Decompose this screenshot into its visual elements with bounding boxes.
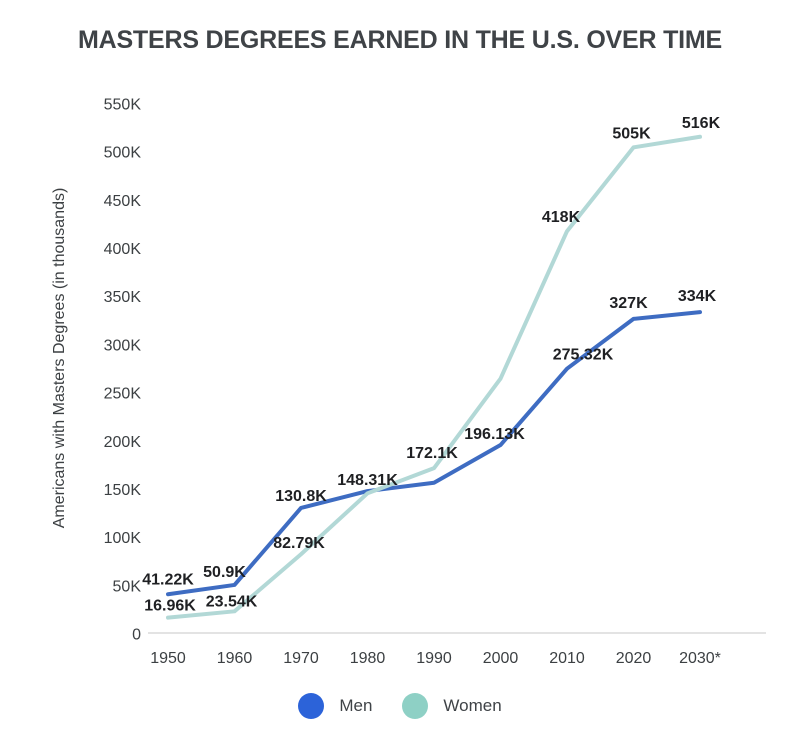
y-tick-label: 450K	[104, 193, 142, 210]
y-tick-label: 300K	[104, 337, 142, 354]
women-data-label: 172.1K	[406, 445, 458, 462]
y-tick-label: 0	[132, 627, 141, 644]
y-tick-label: 550K	[104, 97, 142, 114]
men-data-label: 50.9K	[203, 564, 246, 581]
y-tick-label: 100K	[104, 530, 142, 547]
x-tick-label: 1990	[416, 650, 452, 667]
y-axis-title: Americans with Masters Degrees (in thous…	[51, 188, 68, 529]
chart-legend: Men Women	[0, 693, 800, 719]
y-tick-label: 350K	[104, 289, 142, 306]
x-tick-label: 1970	[283, 650, 319, 667]
men-data-label: 41.22K	[142, 571, 194, 588]
men-data-label: 334K	[678, 288, 717, 305]
men-data-label: 196.13K	[464, 426, 525, 443]
x-tick-label: 1980	[350, 650, 386, 667]
women-data-label: 418K	[542, 209, 581, 226]
x-tick-label: 2020	[616, 650, 652, 667]
y-tick-label: 250K	[104, 386, 142, 403]
x-tick-label: 1960	[217, 650, 253, 667]
x-tick-label: 2000	[483, 650, 519, 667]
y-tick-label: 200K	[104, 434, 142, 451]
y-tick-label: 500K	[104, 145, 142, 162]
men-data-label: 327K	[609, 295, 648, 312]
y-tick-label: 50K	[113, 578, 142, 595]
men-data-label: 275.32K	[553, 347, 614, 364]
women-data-label: 16.96K	[144, 598, 196, 615]
y-tick-label: 150K	[104, 482, 142, 499]
men-data-label: 148.31K	[337, 472, 398, 489]
legend-item-men: Men	[298, 693, 372, 719]
women-data-label: 505K	[612, 125, 651, 142]
women-data-label: 23.54K	[206, 593, 258, 610]
chart-title: MASTERS DEGREES EARNED IN THE U.S. OVER …	[77, 26, 723, 54]
y-tick-label: 400K	[104, 241, 142, 258]
x-tick-label: 1950	[150, 650, 186, 667]
women-data-label: 82.79K	[273, 535, 325, 552]
men-series-line	[166, 310, 702, 597]
men-legend-label: Men	[339, 696, 373, 715]
women-legend-dot-icon	[402, 693, 429, 719]
women-data-label: 516K	[682, 115, 721, 132]
x-tick-label: 2010	[549, 650, 585, 667]
plot-area: 0 50K 100K 150K 200K 250K 300K 350K 400K 450K 500K…	[104, 97, 766, 667]
women-series-line	[166, 134, 702, 620]
men-legend-dot-icon	[298, 693, 325, 719]
x-tick-label: 2030*	[679, 650, 721, 667]
legend-item-women: Women	[402, 693, 502, 719]
men-data-label: 130.8K	[275, 488, 327, 505]
women-legend-label: Women	[443, 696, 502, 715]
